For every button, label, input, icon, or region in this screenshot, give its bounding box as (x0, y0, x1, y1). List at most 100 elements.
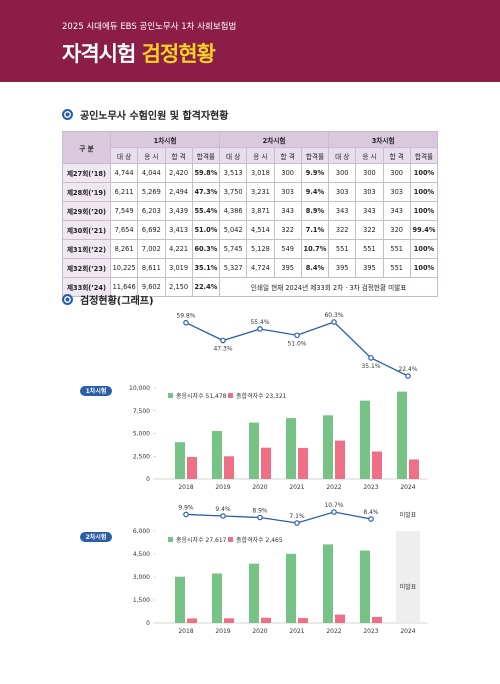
column-header: 합격률 (300, 147, 330, 164)
bar (335, 440, 345, 479)
x-tick-label: 2023 (363, 628, 378, 635)
data-label: 47.3% (213, 346, 232, 353)
header-title: 자격시험 검정현황 (62, 38, 216, 68)
legend-swatch (168, 393, 173, 398)
y-tick-label: 0 (146, 620, 150, 627)
data-label: 51.0% (287, 340, 306, 347)
x-tick-label: 2020 (252, 628, 267, 635)
column-header: 합 격 (273, 147, 302, 164)
bar (372, 451, 382, 479)
cell: 35.1% (191, 258, 221, 278)
annotation: 미발표 (400, 511, 417, 519)
legend-label: 총합격자수 23,321 (236, 392, 287, 400)
row-label: 제33회(’24) (62, 277, 111, 297)
column-header: 응 시 (137, 147, 166, 164)
legend-swatch (228, 393, 233, 398)
point (220, 337, 226, 344)
row-label: 제32회(’23) (62, 258, 111, 278)
table-row: 제28회(’19) 6,211 5,269 2,494 47.3% 3,750 3,231 3… (62, 182, 439, 202)
cell: 22.4% (191, 277, 221, 297)
bar (409, 459, 419, 479)
bar (360, 400, 370, 479)
section-title: 검정현황(그래프) (62, 292, 154, 307)
bar (224, 456, 234, 479)
legend-label: 총응시자수 27,617 (176, 536, 227, 544)
column-header: 응 시 (355, 147, 384, 164)
point (331, 319, 337, 325)
point (368, 516, 374, 522)
point (257, 514, 263, 521)
x-tick-label: 2022 (326, 484, 341, 491)
legend-label: 총합격자수 2,465 (236, 536, 283, 544)
point (294, 520, 300, 526)
legend-swatch (228, 537, 233, 542)
bar (187, 456, 197, 479)
chart-label: 1차시험 (86, 387, 107, 395)
bar (249, 563, 259, 623)
chart-label-pill (80, 386, 112, 396)
cell: 47.3% (191, 182, 221, 202)
data-label: 10.7% (324, 502, 343, 509)
y-tick-label: 7,500 (133, 408, 150, 415)
table-row: 제29회(’20) 7,549 6,203 3,439 55.4% 4,386 3,871 3… (62, 201, 439, 221)
data-label: 8.9% (252, 508, 268, 515)
legend-label: 총응시자수 51,478 (176, 392, 227, 400)
data-label: 9.9% (178, 504, 194, 511)
bar (323, 415, 333, 479)
cell: 9,602 (137, 277, 166, 297)
bar (212, 573, 222, 623)
y-tick-label: 5,000 (133, 431, 150, 438)
bar (224, 618, 234, 623)
data-label: 8.4% (363, 509, 379, 516)
data-label: 9.4% (215, 506, 231, 513)
y-tick-label: 3,000 (133, 574, 150, 581)
section-title: 공인노무사 수험인원 및 합격자현황 (62, 107, 228, 122)
bar (175, 442, 185, 479)
data-label: 60.3% (324, 312, 343, 319)
line (185, 511, 372, 524)
bar (372, 616, 382, 623)
y-tick-label: 10,000 (129, 385, 150, 392)
table-note: 인쇄일 현재 2024년 제33회 2차 · 3차 검정현황 미발표 (219, 277, 439, 297)
table-row: 제30회(’21) 7,654 6,692 3,413 51.0% 5,042 4,514 3… (62, 220, 439, 240)
column-header: 합격률 (409, 147, 439, 164)
table-corner: 구 분 (62, 131, 111, 164)
bar (261, 617, 271, 623)
data-label: 35.1% (361, 363, 380, 370)
bar (212, 431, 222, 479)
title-highlight: 검정현황 (141, 42, 216, 66)
data-label: 55.4% (250, 319, 269, 326)
point (405, 373, 411, 379)
bar (175, 576, 185, 623)
x-tick-label: 2022 (326, 628, 341, 635)
bar (286, 418, 296, 479)
bar (298, 618, 308, 623)
chart-label: 2차시험 (86, 533, 107, 541)
row-label: 제28회(’19) (62, 182, 111, 202)
y-tick-label: 4,500 (133, 551, 150, 558)
section-title-text: 공인노무사 수험인원 및 합격자현황 (80, 111, 229, 122)
x-tick-label: 2020 (252, 484, 267, 491)
data-label: 22.4% (398, 366, 417, 373)
bar (249, 422, 259, 479)
chart-label-pill (80, 532, 112, 542)
bar (323, 544, 333, 623)
point (220, 513, 226, 519)
table-row: 구 분 1차시험 2차시험 3차시험 (62, 131, 439, 164)
bar (335, 614, 345, 623)
x-tick-label: 2019 (215, 628, 230, 635)
column-header: 합 격 (164, 147, 193, 164)
placeholder-bar (396, 531, 420, 623)
x-tick-label: 2018 (178, 484, 193, 491)
header-subtitle: 2025 시대에듀 EBS 공인노무사 1차 사회보험법 (62, 22, 237, 32)
bar-chart: 1차시험 0 2,500 5,000 7,500 10,000 2018 2019 2020 20… (80, 385, 428, 491)
x-tick-label: 2021 (289, 628, 304, 635)
annotation: 미발표 (400, 583, 417, 591)
point (368, 355, 374, 361)
section-title-text: 검정현황(그래프) (80, 296, 154, 307)
x-tick-label: 2024 (400, 628, 415, 635)
column-header: 합격률 (191, 147, 221, 164)
bar-chart: 2차시험 0 1,500 3,000 4,500 6,000 2018 2019 2020 202… (80, 528, 428, 635)
